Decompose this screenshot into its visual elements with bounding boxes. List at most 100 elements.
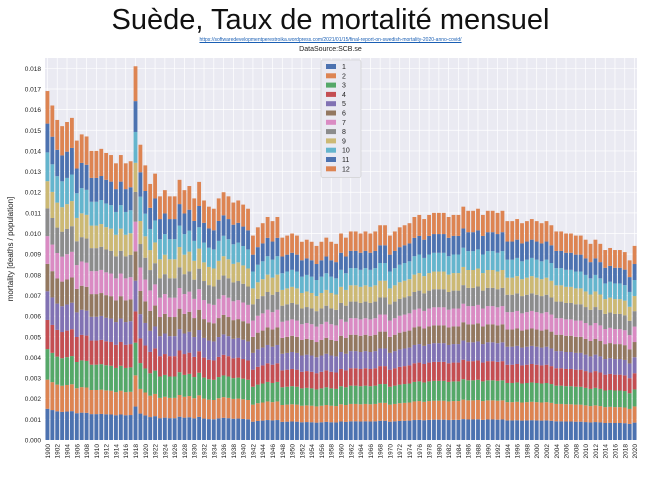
bar-segment-3	[368, 386, 373, 405]
bar-segment-1	[265, 420, 270, 440]
bar-segment-3	[608, 389, 612, 407]
bar-segment-2	[290, 404, 294, 422]
bar-segment-2	[529, 401, 534, 421]
x-tick-label: 1992	[495, 444, 502, 459]
bar-segment-12	[505, 221, 510, 242]
bar-segment-11	[500, 232, 505, 252]
bar-segment-6	[490, 324, 495, 343]
bar-segment-3	[515, 382, 520, 402]
bar-segment-7	[627, 335, 632, 350]
bar-segment-5	[358, 351, 363, 369]
bar-segment-3	[564, 386, 568, 405]
bar-segment-11	[578, 254, 583, 272]
bar-segment-8	[480, 290, 485, 309]
bar-segment-8	[231, 282, 236, 302]
bar-segment-2	[441, 400, 446, 420]
bar-segment-2	[285, 404, 290, 422]
bar-segment-5	[578, 352, 583, 370]
bar-segment-6	[422, 328, 427, 346]
bar-segment-12	[162, 190, 167, 214]
bar-segment-8	[593, 307, 598, 323]
bar-segment-9	[632, 296, 637, 312]
bar-segment-6	[334, 340, 339, 357]
bar-segment-10	[226, 239, 231, 260]
bar-segment-4	[471, 361, 476, 381]
bar-segment-3	[549, 384, 554, 403]
bar-segment-3	[525, 382, 529, 403]
x-tick-label: 1948	[280, 444, 287, 459]
bar-segment-6	[500, 324, 505, 343]
bar-segment-6	[627, 349, 632, 364]
bar-segment-1	[216, 418, 221, 440]
bar-segment-3	[520, 383, 524, 403]
bar-segment-4	[339, 368, 343, 387]
bar-segment-8	[622, 315, 627, 331]
bar-segment-1	[598, 422, 603, 440]
bar-segment-4	[397, 366, 402, 385]
bar-segment-10	[94, 201, 99, 226]
bar-segment-5	[275, 344, 280, 364]
bar-segment-7	[162, 294, 167, 314]
bar-segment-10	[187, 230, 192, 252]
bar-segment-3	[299, 388, 304, 406]
bar-segment-8	[45, 208, 50, 237]
legend-swatch	[326, 91, 336, 97]
bar-segment-6	[304, 338, 309, 355]
bar-segment-9	[407, 279, 412, 297]
bar-segment-11	[246, 230, 250, 250]
bar-segment-12	[554, 231, 559, 251]
bar-segment-1	[280, 421, 285, 440]
bar-segment-9	[211, 268, 216, 287]
bar-segment-9	[133, 162, 138, 192]
bar-segment-9	[177, 247, 182, 268]
bar-segment-3	[172, 376, 177, 398]
bar-segment-9	[79, 213, 84, 238]
bar-segment-2	[123, 392, 128, 416]
bar-segment-6	[573, 336, 578, 353]
bar-segment-11	[525, 241, 529, 260]
legend-label: 8	[342, 129, 346, 136]
bar-segment-10	[534, 259, 539, 278]
bar-segment-10	[392, 268, 397, 286]
bar-segment-1	[529, 420, 534, 440]
bar-segment-5	[70, 302, 74, 330]
bar-segment-6	[290, 335, 294, 352]
source-link[interactable]: https://softwaredevelopmentperestroika.w…	[199, 37, 462, 43]
bar-segment-6	[578, 336, 583, 353]
bar-segment-11	[74, 168, 79, 194]
bar-segment-10	[153, 220, 157, 243]
bar-segment-6	[182, 313, 187, 334]
bar-segment-1	[495, 419, 500, 440]
bar-segment-9	[466, 270, 471, 288]
bar-segment-2	[231, 398, 236, 419]
bar-segment-2	[353, 403, 358, 422]
bar-segment-12	[55, 119, 60, 150]
x-tick-label: 1986	[466, 444, 473, 459]
bar-segment-2	[172, 397, 177, 419]
bar-segment-3	[65, 357, 69, 385]
bar-segment-7	[109, 273, 113, 297]
bar-segment-10	[65, 177, 69, 205]
bar-segment-1	[378, 420, 383, 440]
bar-segment-12	[246, 208, 250, 231]
bar-segment-8	[70, 226, 74, 252]
bar-segment-5	[206, 340, 211, 360]
bar-segment-5	[99, 315, 104, 340]
bar-segment-12	[309, 241, 314, 261]
bar-segment-11	[617, 267, 622, 284]
bar-segment-9	[109, 228, 113, 251]
bar-segment-11	[608, 265, 612, 282]
bar-segment-5	[525, 346, 529, 365]
bar-segment-10	[598, 278, 603, 295]
bar-segment-5	[299, 355, 304, 372]
bar-segment-1	[397, 420, 402, 440]
bar-segment-10	[520, 261, 524, 280]
bar-segment-8	[74, 241, 79, 266]
bar-segment-2	[162, 396, 167, 418]
bar-segment-6	[407, 330, 412, 348]
bar-segment-7	[407, 313, 412, 331]
bar-segment-3	[334, 388, 339, 407]
bar-segment-2	[211, 399, 216, 420]
bar-segment-5	[397, 349, 402, 367]
bar-segment-8	[329, 308, 334, 325]
